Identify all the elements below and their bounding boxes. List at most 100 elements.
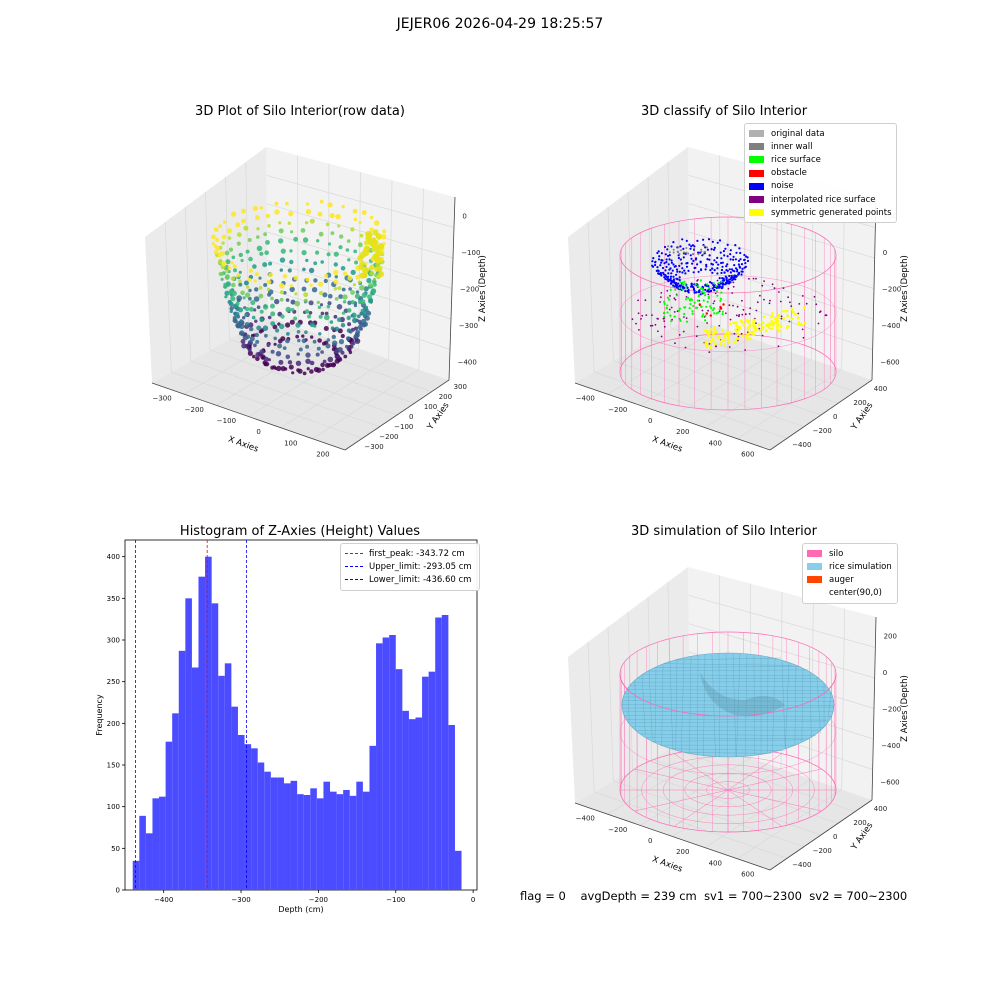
scatter-point: [749, 307, 752, 309]
scatter-point: [685, 239, 688, 242]
scatter-point: [285, 354, 291, 360]
scatter-point: [778, 291, 780, 293]
scatter-point: [755, 277, 757, 280]
scatter-point: [631, 318, 634, 321]
y-tick-label: 100: [424, 403, 437, 411]
scatter-point: [672, 251, 675, 254]
scatter-point: [230, 211, 237, 217]
scatter-point: [270, 303, 275, 309]
z-tick-label: 0: [883, 669, 887, 677]
grid-line: [607, 626, 614, 782]
z-tick-label: −200: [460, 286, 479, 294]
scatter-point: [213, 227, 219, 233]
scatter-point: [264, 250, 270, 255]
scatter-point: [317, 338, 322, 343]
scatter-point: [704, 268, 707, 271]
scatter-point: [243, 225, 249, 231]
z-tick-label: −600: [880, 359, 899, 367]
scatter-point: [321, 367, 325, 372]
scatter-point: [696, 299, 700, 302]
scatter-point: [752, 318, 756, 322]
scatter-point: [712, 308, 715, 312]
scatter-point: [723, 343, 726, 347]
scatter-point: [740, 332, 743, 335]
scatter-point: [240, 258, 244, 263]
scatter-point: [705, 305, 708, 308]
scatter-point: [348, 350, 353, 355]
scatter-point: [239, 319, 243, 323]
scatter-point: [259, 349, 265, 355]
scatter-point: [231, 290, 237, 296]
scatter-point: [710, 248, 713, 251]
scatter-point: [658, 255, 661, 258]
scatter-point: [790, 308, 794, 311]
scatter-point: [220, 277, 224, 281]
scatter-point: [694, 306, 698, 309]
histogram-legend: first_peak: -343.72 cm Upper_limit: -293…: [340, 543, 480, 591]
scatter-point: [691, 244, 695, 247]
scatter-point: [371, 247, 377, 252]
scatter-point: [280, 336, 286, 342]
scatter-point: [336, 317, 342, 323]
surface-mesh-line: [622, 700, 834, 702]
x-tick-label: 0: [256, 428, 260, 436]
surface-mesh-line: [639, 733, 817, 736]
scatter-point: [803, 321, 807, 325]
legend-label: Upper_limit: -293.05 cm: [369, 561, 472, 572]
legend-item: obstacle: [749, 167, 892, 180]
scatter-point: [295, 360, 302, 366]
legend-item: first_peak: -343.72 cm: [345, 547, 475, 560]
scatter-point: [718, 281, 721, 285]
scatter-point: [357, 299, 363, 305]
axis-pane: [568, 147, 690, 383]
histogram-bar: [152, 798, 160, 890]
scatter-point: [697, 295, 700, 298]
scatter-point: [685, 265, 689, 268]
scatter-point: [700, 248, 703, 251]
legend-line: [345, 553, 363, 555]
status-line: flag = 0 avgDepth = 239 cm sv1 = 700~230…: [520, 889, 907, 903]
grid-line: [205, 191, 211, 351]
surface-mesh-line: [711, 653, 716, 757]
scatter-point: [735, 251, 738, 254]
scatter-point: [771, 321, 775, 324]
scatter-point: [678, 270, 681, 273]
surface-mesh-line: [631, 726, 825, 728]
scatter-point: [326, 252, 331, 257]
scatter-point: [728, 274, 731, 278]
scatter-point: [279, 297, 284, 302]
histogram-bar: [237, 735, 245, 890]
histogram-bar: [145, 833, 153, 890]
y-tick-label: 200: [853, 819, 866, 827]
scatter-point: [255, 339, 260, 344]
scatter-point: [274, 201, 279, 206]
scatter-point: [336, 354, 341, 359]
scatter-point: [733, 332, 736, 335]
histogram-bar: [382, 637, 390, 890]
scatter-point: [301, 286, 307, 292]
scatter-point: [666, 289, 669, 292]
scatter-point: [285, 306, 292, 313]
histogram-bar: [448, 725, 455, 890]
grid-line: [184, 206, 192, 362]
scatter-point: [290, 230, 294, 234]
scatter-point: [693, 301, 696, 304]
scatter-point: [805, 302, 808, 305]
sv2-text: sv2 = 700~2300: [809, 889, 908, 903]
histogram-bar: [408, 719, 416, 890]
x-tick-label: 0: [471, 896, 475, 904]
scatter-point: [815, 303, 818, 306]
scatter-point: [673, 297, 676, 300]
scatter-point: [666, 311, 669, 314]
scatter-point: [221, 241, 225, 245]
scatter-point: [748, 277, 750, 280]
scatter-point: [708, 281, 712, 284]
surface-mesh-line: [718, 653, 720, 757]
scatter-point: [661, 271, 665, 274]
scatter-point: [335, 214, 341, 220]
scatter-point: [340, 266, 346, 271]
scatter-point: [713, 312, 716, 315]
scatter-point: [692, 271, 695, 274]
scatter-point: [272, 365, 277, 369]
simulation-legend: silo rice simulation auger center(90,0): [802, 543, 898, 604]
